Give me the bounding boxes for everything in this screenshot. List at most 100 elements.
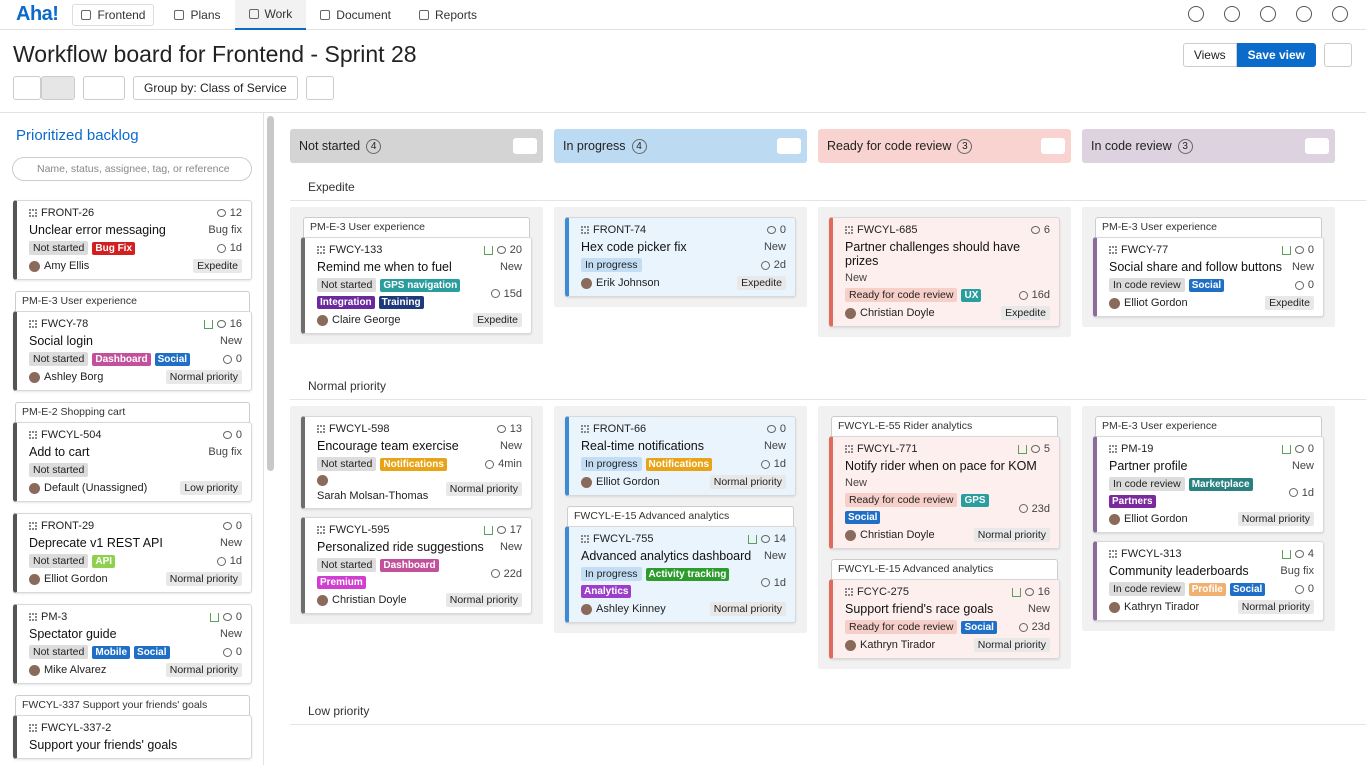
card-id: PM-3 xyxy=(41,611,68,623)
score: 17 xyxy=(509,524,522,536)
help-icon[interactable] xyxy=(1260,6,1276,22)
status-row: In progress Activity tracking Analytics 1d xyxy=(581,567,786,598)
tab-label: Reports xyxy=(435,7,478,22)
priority-chip: Normal priority xyxy=(709,475,786,489)
card[interactable]: FWCY-78 16 Social login New Not started Dashb… xyxy=(13,311,252,391)
grip-icon xyxy=(29,724,37,732)
settings-menu[interactable] xyxy=(83,76,125,100)
share-button[interactable] xyxy=(1324,43,1352,67)
hierarchy-icon xyxy=(747,534,757,544)
avatar xyxy=(317,594,328,606)
team-view[interactable] xyxy=(41,76,75,100)
id: FWCY-78 xyxy=(29,318,88,330)
card-meta: 14 xyxy=(747,533,786,545)
card[interactable]: FRONT-26 12 Unclear error messaging Bug fix… xyxy=(13,200,252,280)
grip-icon xyxy=(845,445,853,453)
scrollbar[interactable] xyxy=(267,116,274,471)
assignee-row: Claire George Expedite xyxy=(317,313,522,327)
clock-icon xyxy=(760,260,770,270)
nav-tab[interactable]: Document xyxy=(306,0,405,30)
status-chip: In progress xyxy=(581,258,642,272)
tag: GPS xyxy=(961,493,989,507)
search-icon[interactable] xyxy=(1296,6,1312,22)
status-chip: Not started xyxy=(29,241,89,255)
status-chip: Ready for code review xyxy=(845,288,958,302)
group-header[interactable]: Expedite xyxy=(290,180,1366,201)
card-title: Remind me when to fuel xyxy=(317,260,452,274)
card[interactable]: FWCYL-313 4 Community leaderboards Bug fix I… xyxy=(1093,541,1324,621)
card-title: Deprecate v1 REST API xyxy=(29,536,163,550)
avatar[interactable] xyxy=(1188,6,1204,22)
assignee-name: Ashley Borg xyxy=(44,371,104,383)
card[interactable]: FWCYL-755 14 Advanced analytics dashboard N… xyxy=(565,526,796,623)
chips: Not started Mobile Social xyxy=(29,645,170,659)
card-meta: 5 xyxy=(1017,443,1050,455)
tag: Bug Fix xyxy=(92,241,136,255)
card[interactable]: FRONT-66 0 Real-time notifications New In pr… xyxy=(565,416,796,496)
tab-icon xyxy=(320,9,331,20)
card-block: FRONT-66 0 Real-time notifications New In pr… xyxy=(565,416,796,496)
hierarchy-icon xyxy=(1281,549,1291,559)
card[interactable]: FRONT-74 0 Hex code picker fix New In progre… xyxy=(565,217,796,297)
card[interactable]: FWCYL-504 0 Add to cart Bug fix Not started D… xyxy=(13,422,252,502)
backlog-search[interactable]: Name, status, assignee, tag, or referenc… xyxy=(12,157,252,181)
card-title: Support friend's race goals xyxy=(845,602,994,616)
column-menu[interactable] xyxy=(1305,138,1329,154)
card-type: New xyxy=(219,537,242,549)
status-row: In progress 2d xyxy=(581,258,786,272)
card[interactable]: FCYC-275 16 Support friend's race goals New… xyxy=(829,579,1060,659)
group-by[interactable]: Group by: Class of Service xyxy=(133,76,298,100)
card-title: Notify rider when on pace for KOM xyxy=(845,459,1037,473)
column-menu[interactable] xyxy=(777,138,801,154)
card-meta: 0 xyxy=(1281,244,1314,256)
clock-icon xyxy=(222,647,232,657)
column-header: In code review 3 xyxy=(1082,129,1335,163)
hierarchy-icon xyxy=(1281,245,1291,255)
status-chip: In code review xyxy=(1109,582,1185,596)
group-header[interactable]: Low priority xyxy=(290,704,1366,725)
card[interactable]: PM-3 0 Spectator guide New Not started Mobile… xyxy=(13,604,252,684)
add-icon[interactable] xyxy=(1332,6,1348,22)
tag: API xyxy=(92,554,116,568)
person-view[interactable] xyxy=(13,76,41,100)
logo[interactable]: Aha! xyxy=(16,3,59,25)
chips: Not started GPS navigation Integration Trai… xyxy=(317,278,487,309)
tag: Marketplace xyxy=(1188,477,1253,491)
clock-icon xyxy=(216,556,226,566)
time-value: 1d xyxy=(773,576,786,589)
card-title: Social login xyxy=(29,334,93,348)
save-view-button[interactable]: Save view xyxy=(1236,43,1316,67)
card[interactable]: FWCY-77 0 Social share and follow buttons N… xyxy=(1093,237,1324,317)
card[interactable]: FWCYL-685 6 Partner challenges should have… xyxy=(829,217,1060,327)
card-block: PM-E-3 User experience PM-19 0 Partner prof… xyxy=(1093,416,1324,621)
title-row: Social share and follow buttons New xyxy=(1109,260,1314,274)
card[interactable]: FWCYL-337-2 Support your friends' goals xyxy=(13,715,252,759)
workspace-switcher[interactable]: Frontend xyxy=(72,3,155,26)
card[interactable]: FWCY-133 20 Remind me when to fuel New Not s… xyxy=(301,237,532,334)
comment-icon xyxy=(222,613,232,621)
group-header[interactable]: Normal priority xyxy=(290,379,1366,400)
add-button[interactable] xyxy=(305,76,334,100)
time-value: 4min xyxy=(498,458,522,470)
time: 22d xyxy=(490,568,522,580)
title-row: Encourage team exercise New xyxy=(317,439,522,453)
card[interactable]: FRONT-29 0 Deprecate v1 REST API New Not sta… xyxy=(13,513,252,593)
card[interactable]: FWCYL-771 5 Notify rider when on pace for … xyxy=(829,436,1060,549)
settings-icon[interactable] xyxy=(1224,6,1240,22)
card-stack: FCYC-275 16 Support friend's race goals New… xyxy=(829,579,1060,659)
column-menu[interactable] xyxy=(513,138,537,154)
backlog-title[interactable]: Prioritized backlog xyxy=(16,127,139,144)
nav-tab[interactable]: Work xyxy=(234,0,307,30)
card[interactable]: PM-19 0 Partner profile New In code review Ma… xyxy=(1093,436,1324,533)
card[interactable]: FWCYL-598 13 Encourage team exercise New Not… xyxy=(301,416,532,509)
column-menu[interactable] xyxy=(1041,138,1065,154)
card-title: Unclear error messaging xyxy=(29,223,166,237)
title-row: Social login New xyxy=(29,334,242,348)
card[interactable]: FWCYL-595 17 Personalized ride suggestions… xyxy=(301,517,532,614)
chips: In progress Notifications xyxy=(581,457,713,471)
nav-tab[interactable]: Reports xyxy=(405,0,491,30)
views-button[interactable]: Views xyxy=(1182,43,1237,67)
nav-tab[interactable]: Plans xyxy=(160,0,234,30)
top-nav: Aha! Frontend Plans Work Document Reports xyxy=(0,0,1366,30)
comment-icon xyxy=(1030,226,1040,234)
